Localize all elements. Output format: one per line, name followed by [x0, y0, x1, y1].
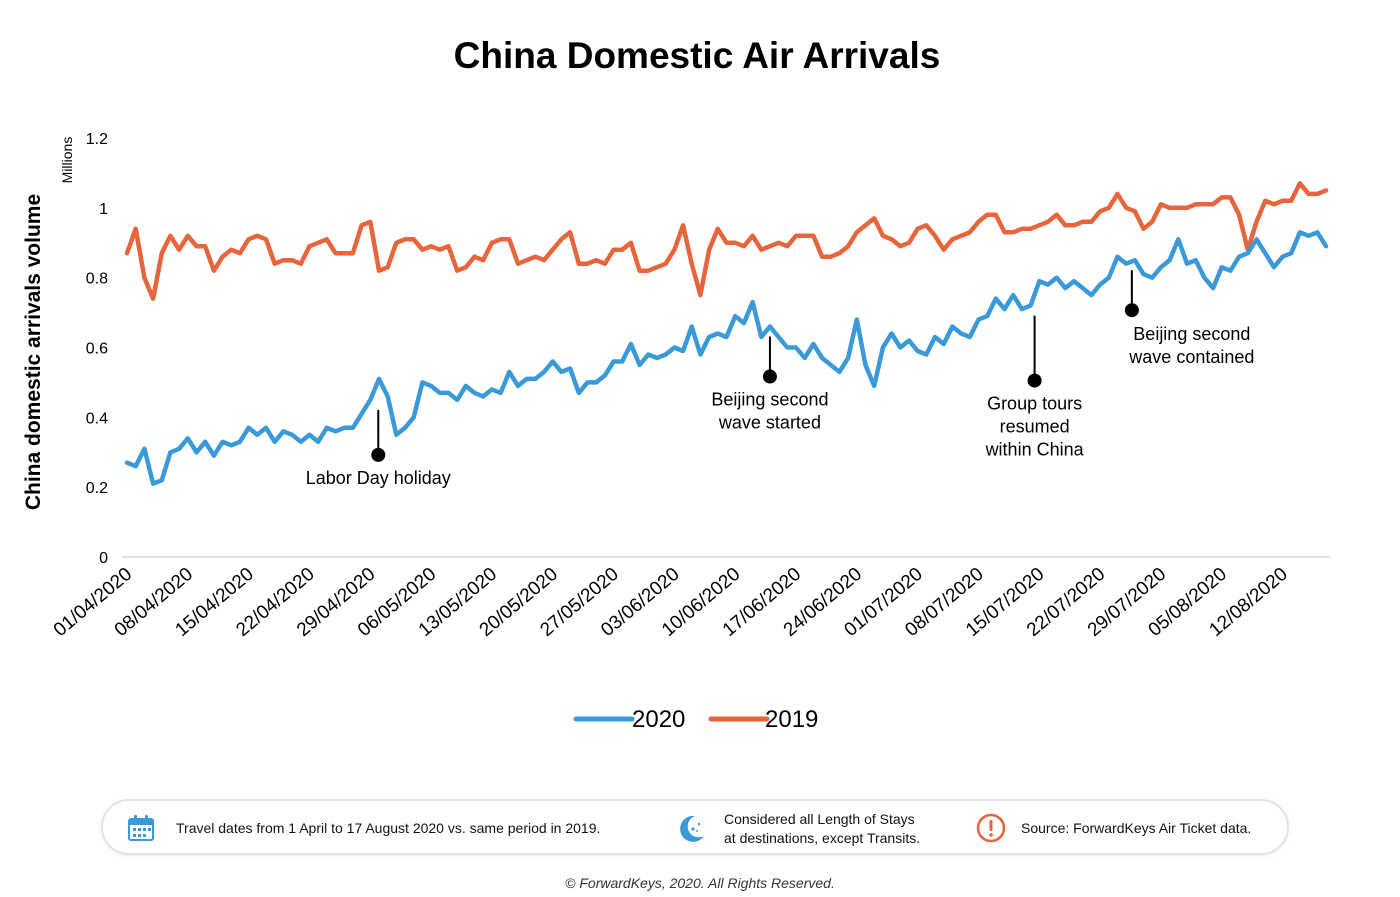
y-tick-label: 0.2 [86, 480, 108, 497]
moon-stars-icon [680, 815, 704, 842]
chart-title: China Domestic Air Arrivals [454, 35, 941, 76]
annotation-beijing-contained: Beijing second wave contained [1128, 324, 1254, 367]
copyright: © ForwardKeys, 2020. All Rights Reserved… [565, 875, 835, 891]
y-tick-label: 1 [99, 201, 108, 218]
y-tick-label: 0.4 [86, 410, 108, 427]
legend-label-2019: 2019 [765, 706, 818, 733]
exclamation-icon [976, 813, 1006, 843]
annotation-beijing-start: Beijing second wave started [711, 390, 828, 433]
annotation-line: wave contained [1128, 347, 1254, 367]
footer-notes-box [101, 799, 1289, 855]
series-line-2020 [124, 230, 1329, 486]
annotation-labor-day: Labor Day holiday [306, 468, 451, 488]
annotation-line: Group tours [987, 394, 1082, 414]
y-tick-label: 0.8 [86, 271, 108, 288]
y-tick-label: 0.6 [86, 341, 108, 358]
note-length-of-stay: Considered all Length of Stays at destin… [724, 810, 920, 848]
legend: 2020 2019 [573, 706, 818, 733]
y-axis-unit: Millions [59, 137, 75, 184]
calendar-icon [128, 815, 154, 841]
annotation-marker [371, 447, 386, 462]
y-tick-label: 1.2 [86, 131, 108, 148]
annotation-line: resumed [1000, 417, 1070, 437]
series-line-2019 [124, 181, 1329, 301]
legend-label-2020: 2020 [632, 706, 685, 733]
y-axis-label: China domestic arrivals volume [22, 194, 45, 510]
y-tick-label: 0 [99, 550, 108, 567]
annotation-line: Beijing second [1133, 324, 1250, 344]
x-axis-ticks: 01/04/202008/04/202015/04/202022/04/2020… [50, 564, 1292, 641]
annotation-line: Beijing second [711, 390, 828, 410]
note-length-of-stay-line2: at destinations, except Transits. [724, 830, 921, 846]
y-axis-ticks: 0 0.2 0.4 0.6 0.8 1 1.2 [86, 131, 108, 567]
note-source: Source: ForwardKeys Air Ticket data. [1021, 820, 1252, 836]
annotation-line: within China [985, 440, 1085, 460]
note-travel-dates: Travel dates from 1 April to 17 August 2… [176, 820, 601, 836]
annotation-group-tours: Group tours resumed within China [985, 394, 1085, 460]
note-length-of-stay-line1: Considered all Length of Stays [724, 811, 915, 827]
annotations-layer: Labor Day holiday Beijing second wave star… [306, 270, 1254, 488]
annotation-marker [1124, 303, 1139, 318]
annotation-line: wave started [718, 413, 821, 433]
annotation-marker [1027, 373, 1042, 388]
annotation-marker [762, 369, 777, 384]
series-layer [124, 181, 1329, 486]
annotation-line: Labor Day holiday [306, 468, 451, 488]
